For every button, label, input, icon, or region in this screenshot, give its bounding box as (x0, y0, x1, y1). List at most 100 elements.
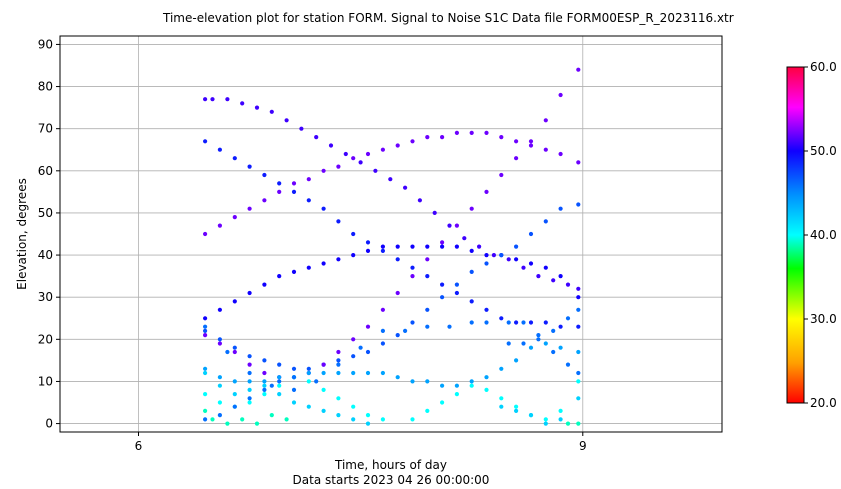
data-point (321, 408, 326, 413)
data-point (336, 413, 341, 418)
data-point (306, 198, 311, 203)
data-point (469, 248, 474, 253)
data-point (247, 164, 252, 169)
data-point (576, 286, 581, 291)
data-point (543, 320, 548, 325)
data-point (277, 383, 282, 388)
data-point (576, 307, 581, 312)
data-point (514, 358, 519, 363)
data-point (462, 236, 467, 241)
data-point (543, 421, 548, 426)
data-point (506, 341, 511, 346)
data-point (262, 387, 267, 392)
data-point (291, 375, 297, 380)
chart-title: Time-elevation plot for station FORM. Si… (162, 11, 734, 25)
data-point (484, 130, 489, 135)
data-point (425, 408, 430, 413)
data-point (321, 362, 326, 367)
data-point (232, 379, 237, 384)
data-point (528, 320, 534, 325)
data-point (380, 417, 385, 422)
data-point (514, 408, 519, 413)
data-point (469, 320, 474, 325)
data-point (521, 265, 526, 270)
y-tick-label: 40 (38, 248, 53, 262)
data-point (536, 333, 541, 338)
data-point (336, 257, 341, 262)
data-point (254, 421, 260, 426)
data-point (425, 135, 430, 140)
data-point (576, 202, 581, 207)
data-point (269, 109, 274, 114)
data-point (410, 244, 415, 249)
y-axis-label: Elevation, degrees (15, 178, 29, 290)
data-point (247, 396, 252, 401)
data-point (262, 358, 267, 363)
colorbar-tick-label: 50.0 (810, 144, 837, 158)
data-point (558, 408, 563, 413)
data-point (576, 421, 581, 426)
data-point (551, 328, 556, 333)
data-point (576, 324, 581, 329)
data-point (380, 307, 385, 312)
data-point (395, 290, 400, 296)
data-point (380, 244, 385, 249)
data-point (336, 358, 341, 363)
data-point (232, 215, 237, 220)
data-point (321, 206, 326, 211)
data-point (232, 349, 237, 355)
data-point (365, 349, 371, 355)
colorbar-ticks: 20.0 30.0 40.0 50.0 60.0 (804, 60, 837, 410)
data-point (514, 404, 519, 409)
data-point (543, 417, 548, 422)
data-point (217, 147, 222, 152)
data-point (425, 257, 430, 262)
data-point (440, 282, 445, 287)
data-point (410, 417, 415, 422)
data-point (262, 282, 267, 287)
data-point (247, 387, 252, 392)
data-point (499, 404, 504, 409)
data-point (484, 307, 489, 312)
data-point (203, 370, 208, 376)
data-point (469, 206, 474, 211)
data-point (558, 274, 563, 279)
data-point (484, 387, 489, 392)
data-point (277, 274, 282, 279)
data-point (395, 244, 400, 249)
data-point (351, 253, 356, 258)
data-point (336, 370, 341, 376)
data-point (536, 274, 541, 279)
data-point (277, 181, 282, 186)
colorbar-tick-label: 20.0 (810, 396, 837, 410)
data-point (284, 118, 289, 123)
data-point (373, 168, 378, 173)
data-point (365, 151, 371, 157)
data-point (365, 240, 371, 245)
data-point (558, 417, 563, 422)
plot-frame (59, 35, 723, 433)
data-point (417, 198, 422, 203)
data-point (203, 316, 208, 321)
data-point (380, 328, 385, 333)
colorbar: 20.0 30.0 40.0 50.0 60.0 (786, 60, 837, 410)
data-point (336, 349, 341, 355)
data-point (551, 278, 556, 283)
data-point (351, 404, 356, 409)
data-point (432, 210, 437, 215)
data-point (240, 417, 245, 422)
data-point (447, 223, 452, 228)
data-point (314, 379, 319, 384)
data-point (269, 413, 274, 418)
data-point (454, 244, 459, 249)
data-point (351, 417, 356, 422)
data-point (365, 370, 371, 376)
data-point (306, 177, 311, 182)
data-point (425, 244, 430, 249)
data-point (321, 168, 326, 173)
data-point (410, 379, 415, 384)
data-point (380, 248, 385, 253)
data-point (576, 370, 581, 376)
y-tick-label: 30 (38, 290, 53, 304)
data-point (306, 265, 311, 270)
